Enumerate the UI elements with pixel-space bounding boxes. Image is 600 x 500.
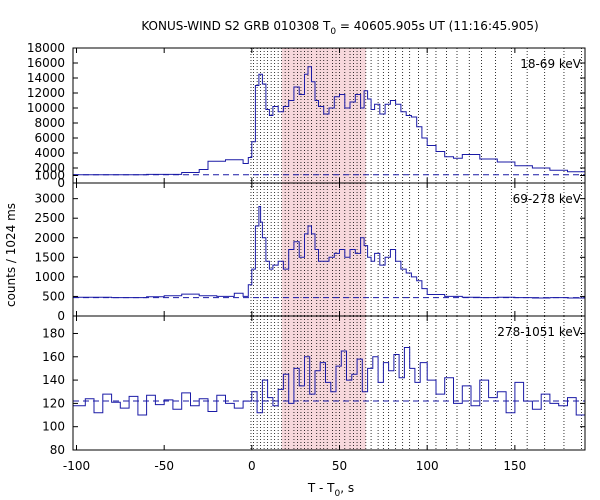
y-tick-label: 18000 bbox=[27, 41, 65, 55]
light-curve-series bbox=[73, 347, 586, 416]
y-tick-label: 100 bbox=[42, 420, 65, 434]
y-tick-label: 14000 bbox=[27, 71, 65, 85]
x-tick-label: -50 bbox=[154, 459, 174, 473]
y-tick-label: 80 bbox=[50, 443, 65, 457]
energy-band-label: 278-1051 keV bbox=[497, 325, 581, 339]
y-tick-label: 180 bbox=[42, 326, 65, 340]
y-tick-label: 4000 bbox=[34, 146, 65, 160]
energy-band-label: 18-69 keV bbox=[520, 57, 582, 71]
shaded-interval bbox=[281, 48, 366, 183]
y-tick-label: 1500 bbox=[34, 250, 65, 264]
panels-layer: 0100020004000600080001000012000140001600… bbox=[27, 41, 586, 473]
y-tick-label: 1000 bbox=[34, 270, 65, 284]
y-tick-label: 12000 bbox=[27, 86, 65, 100]
y-tick-label: 140 bbox=[42, 373, 65, 387]
x-axis-label: T - T0, s bbox=[307, 481, 354, 499]
energy-band-label: 69-278 keV bbox=[513, 192, 582, 206]
y-tick-label: 2000 bbox=[34, 161, 65, 175]
x-tick-label: 100 bbox=[416, 459, 439, 473]
y-tick-label: 3000 bbox=[34, 192, 65, 206]
y-tick-label: 1000 bbox=[34, 169, 65, 183]
x-tick-label: -100 bbox=[63, 459, 90, 473]
x-tick-label: 50 bbox=[332, 459, 347, 473]
y-tick-label: 2000 bbox=[34, 231, 65, 245]
light-curve-series bbox=[73, 206, 586, 299]
chart-title-main: KONUS-WIND S2 GRB 010308 T bbox=[141, 19, 331, 33]
chart-title: KONUS-WIND S2 GRB 010308 T0 = 40605.905s… bbox=[141, 19, 538, 37]
x-axis-label-rest: , s bbox=[340, 481, 354, 495]
light-curve-series bbox=[73, 66, 586, 176]
panel-2: 0 500 1000 1500 2000 2500 3000 69-278 keV bbox=[34, 182, 586, 323]
y-tick-label: 0 bbox=[57, 309, 65, 323]
y-tick-label: 8000 bbox=[34, 116, 65, 130]
x-axis-label-main: T - T bbox=[307, 481, 335, 495]
y-tick-label: 2500 bbox=[34, 211, 65, 225]
chart-title-rest: = 40605.905s UT (11:16:45.905) bbox=[336, 19, 539, 33]
y-tick-label: 120 bbox=[42, 396, 65, 410]
y-tick-label: 160 bbox=[42, 350, 65, 364]
panel-1: 0100020004000600080001000012000140001600… bbox=[27, 41, 586, 190]
y-tick-label: 10000 bbox=[27, 101, 65, 115]
x-tick-label: 0 bbox=[248, 459, 256, 473]
panel-frame bbox=[72, 315, 586, 451]
y-tick-label: 500 bbox=[42, 289, 65, 303]
y-tick-label: 16000 bbox=[27, 56, 65, 70]
chart-title-subscript: 0 bbox=[330, 27, 336, 37]
panel-3: 80 100 120 140 160 180 278-1051 keV bbox=[42, 315, 586, 457]
y-axis-label: counts / 1024 ms bbox=[4, 203, 18, 307]
y-tick-label: 6000 bbox=[34, 131, 65, 145]
x-tick-label: 150 bbox=[503, 459, 526, 473]
x-axis-label-subscript: 0 bbox=[335, 489, 341, 499]
y-tick-label: 0 bbox=[57, 176, 65, 190]
